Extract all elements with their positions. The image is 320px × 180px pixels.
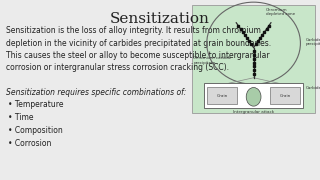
Bar	[192, 5, 315, 113]
Bar	[270, 87, 300, 104]
Text: Chromium
depleted zone: Chromium depleted zone	[266, 8, 295, 16]
Text: Sensitization is the loss of alloy integrity. It results from chromium
depletion: Sensitization is the loss of alloy integ…	[6, 26, 271, 73]
Text: Grain: Grain	[216, 94, 228, 98]
Text: • Corrosion: • Corrosion	[8, 139, 52, 148]
Text: • Time: • Time	[8, 113, 34, 122]
Text: Chromium carbide
precipitate: Chromium carbide precipitate	[193, 56, 231, 65]
Text: Carbide: Carbide	[305, 86, 320, 90]
Bar	[207, 87, 237, 104]
Text: Carbide
precipitate: Carbide precipitate	[305, 38, 320, 46]
Text: • Temperature: • Temperature	[8, 100, 63, 109]
Text: Sensitization requires specific combinations of:: Sensitization requires specific combinat…	[6, 88, 186, 97]
Bar	[204, 83, 303, 108]
Ellipse shape	[246, 87, 261, 106]
Text: Sensitization: Sensitization	[110, 12, 210, 26]
Text: Intergranular attack: Intergranular attack	[233, 110, 274, 114]
Text: • Composition: • Composition	[8, 126, 63, 135]
Text: Grain: Grain	[279, 94, 291, 98]
